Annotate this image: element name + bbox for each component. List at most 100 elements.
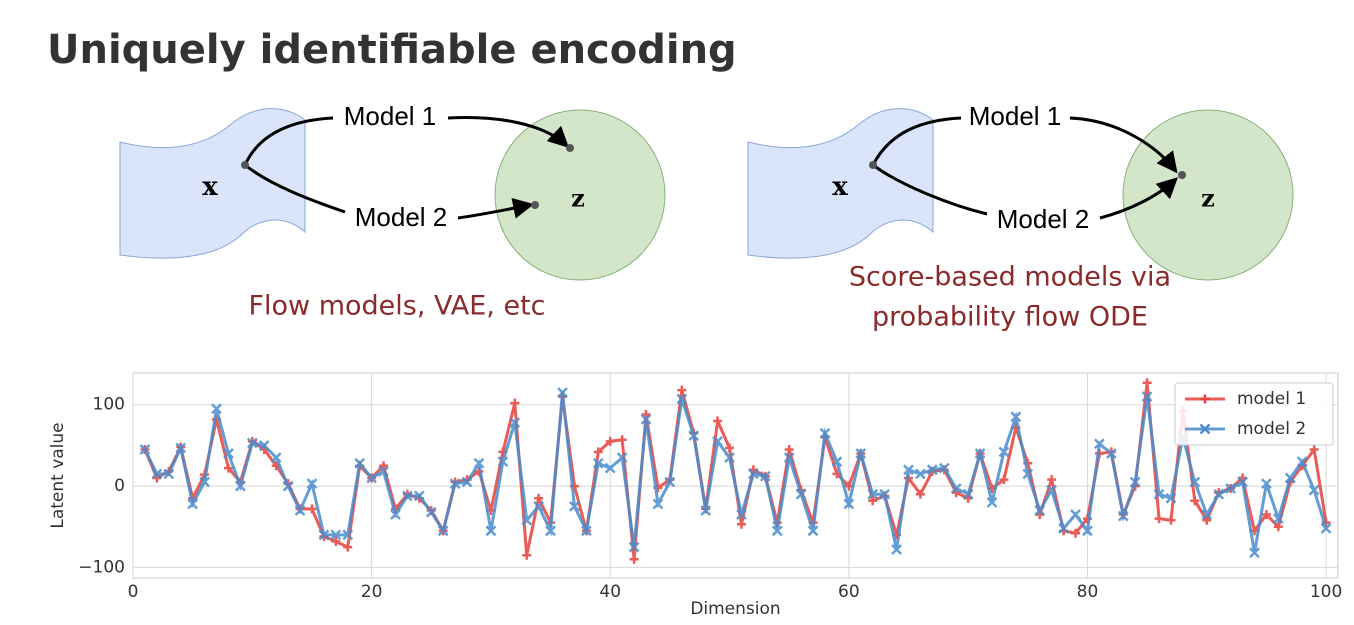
data-point [819, 427, 831, 439]
data-point [926, 464, 938, 476]
data-point [700, 505, 712, 516]
data-point [1309, 444, 1319, 454]
point [869, 161, 877, 169]
x-axis-label: Dimension [690, 599, 780, 619]
caption: Flow models, VAE, etc [249, 291, 546, 322]
data-point [1273, 522, 1283, 532]
data-point [378, 466, 389, 477]
z-label: z [1201, 184, 1215, 213]
data-point [1034, 505, 1046, 516]
data-point [437, 525, 449, 537]
data-point [533, 501, 545, 512]
legend-label: model 1 [1237, 389, 1306, 409]
data-point [1237, 476, 1248, 488]
data-point [342, 529, 354, 541]
data-point [1320, 522, 1332, 534]
data-point [139, 444, 151, 455]
data-point [868, 496, 878, 506]
data-point [784, 444, 794, 454]
data-point [1296, 456, 1308, 468]
data-point [688, 430, 700, 442]
data-point [522, 550, 532, 560]
data-point [330, 529, 342, 541]
data-point [867, 488, 879, 500]
data-point [1308, 484, 1320, 496]
data-point [449, 478, 461, 490]
data-point [390, 509, 401, 520]
data-point [1201, 509, 1213, 520]
edge-label: Model 1 [969, 101, 1062, 131]
arrow [243, 116, 334, 166]
z-label: z [571, 184, 585, 213]
data-point [1070, 509, 1081, 520]
x-tick-label: 40 [599, 582, 621, 602]
data-point [915, 468, 926, 480]
data-point [151, 468, 163, 480]
data-point [1082, 525, 1093, 537]
arrow [871, 116, 962, 166]
data-point [270, 452, 282, 463]
caption: probability flow ODE [872, 302, 1148, 333]
slide-title: Uniquely identifiable encoding [47, 27, 737, 73]
y-tick-label: −100 [78, 557, 125, 577]
data-point [343, 542, 353, 552]
data-point [748, 468, 759, 480]
point [531, 201, 539, 209]
data-point [510, 398, 520, 408]
legend-label: model 2 [1237, 419, 1306, 439]
data-point [677, 385, 687, 395]
data-point [795, 488, 807, 500]
legend-marker [1199, 423, 1211, 435]
data-point [413, 490, 425, 502]
data-point [473, 457, 485, 469]
data-point [641, 409, 651, 419]
arrow [1069, 116, 1178, 174]
point [241, 161, 249, 169]
data-point [306, 478, 318, 490]
data-point [855, 448, 867, 459]
arrow [872, 163, 988, 216]
data-point [175, 442, 187, 454]
data-point [211, 403, 222, 415]
data-point [962, 488, 974, 500]
arrow [447, 116, 570, 148]
data-point [759, 470, 771, 482]
x-label: x [832, 172, 848, 202]
x-tick-label: 100 [1310, 582, 1342, 602]
legend-marker [1200, 394, 1210, 404]
y-axis-label: Latent value [48, 422, 68, 528]
data-point [1094, 438, 1105, 450]
data-point [1142, 378, 1152, 388]
data-point [580, 525, 592, 537]
x-tick-label: 20 [361, 582, 383, 602]
data-point [425, 506, 437, 518]
data-point [592, 457, 604, 469]
data-point [509, 417, 521, 429]
data-point [1010, 411, 1022, 423]
z-space [494, 109, 666, 281]
data-point [234, 480, 246, 492]
data-point [258, 440, 270, 451]
data-point [246, 437, 258, 449]
data-point [664, 476, 676, 488]
data-point [1154, 514, 1164, 524]
series [139, 387, 1332, 559]
data-point [974, 448, 986, 459]
data-point [379, 461, 389, 471]
data-line [143, 392, 1328, 554]
data-point [1261, 510, 1271, 520]
data-point [616, 452, 628, 463]
data-point [1249, 547, 1260, 559]
data-point [354, 457, 366, 469]
data-point [903, 464, 914, 476]
data-point [1129, 476, 1141, 488]
data-point [497, 456, 509, 468]
caption: Score-based models via [849, 262, 1171, 293]
data-point [628, 541, 640, 553]
data-point [950, 483, 962, 494]
data-point [163, 468, 175, 480]
y-tick-label: 100 [93, 395, 125, 415]
data-point [605, 436, 615, 446]
data-point [807, 525, 819, 537]
